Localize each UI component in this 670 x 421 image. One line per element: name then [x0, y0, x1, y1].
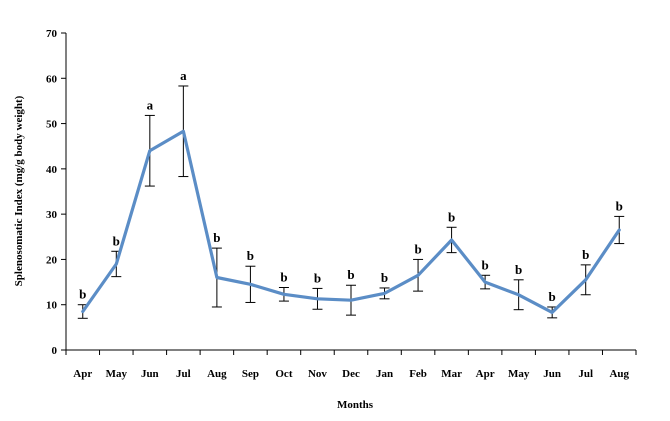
x-tick-label: Jul	[176, 368, 191, 380]
x-axis-title: Months	[337, 399, 374, 411]
x-tick-label: Oct	[275, 368, 292, 380]
significance-label: b	[616, 198, 623, 213]
significance-label: b	[549, 289, 556, 304]
x-tick-label: Dec	[342, 368, 360, 380]
x-tick-label: Feb	[409, 368, 427, 380]
x-axis: Apr May Jun Jul Aug Sep Oct Nov Dec Jan Feb Mar Apr M…	[65, 349, 637, 380]
significance-label: b	[314, 270, 321, 285]
significance-label: a	[147, 97, 154, 112]
x-tick-label: Apr	[476, 368, 495, 380]
series-line	[81, 129, 621, 314]
series-line-group	[81, 129, 621, 314]
y-tick-label: 40	[46, 164, 58, 176]
x-tick-label: May	[508, 368, 530, 380]
x-tick-label: May	[106, 368, 128, 380]
significance-label: a	[180, 68, 187, 83]
error-bars	[77, 85, 625, 319]
x-tick-label: Jan	[376, 368, 393, 380]
y-tick-label: 0	[52, 345, 58, 357]
significance-label: b	[280, 270, 287, 285]
x-tick-label: Jun	[141, 368, 159, 380]
significance-label: b	[347, 267, 354, 282]
x-tick-label: Jun	[543, 368, 561, 380]
significance-label: b	[213, 230, 220, 245]
x-tick-label: Sep	[242, 368, 259, 380]
significance-label: b	[381, 270, 388, 285]
y-axis-title: Splenosomatic Index (mg/g body weight)	[13, 95, 25, 286]
significance-label: b	[79, 287, 86, 302]
x-tick-label: Mar	[441, 368, 462, 380]
significance-label: b	[414, 241, 421, 256]
significance-label: b	[515, 262, 522, 277]
y-tick-label: 60	[46, 73, 58, 85]
significance-label: b	[482, 257, 489, 272]
x-tick-label: Jul	[578, 368, 593, 380]
x-tick-label: Apr	[73, 368, 92, 380]
x-tick-label: Nov	[308, 368, 327, 380]
y-tick-label: 10	[46, 300, 58, 312]
x-tick-label: Aug	[609, 368, 629, 380]
significance-labels: b b a a b b b b b b b b b b b b b	[79, 68, 623, 304]
y-axis: 0 10 20 30 40 50 60 70	[46, 28, 67, 357]
y-tick-label: 30	[46, 209, 58, 221]
significance-label: b	[247, 248, 254, 263]
significance-label: b	[113, 233, 120, 248]
y-tick-label: 50	[46, 119, 58, 131]
y-tick-label: 70	[46, 28, 58, 40]
significance-label: b	[448, 209, 455, 224]
significance-label: b	[582, 247, 589, 262]
y-tick-label: 20	[46, 254, 58, 266]
x-tick-label: Aug	[207, 368, 227, 380]
